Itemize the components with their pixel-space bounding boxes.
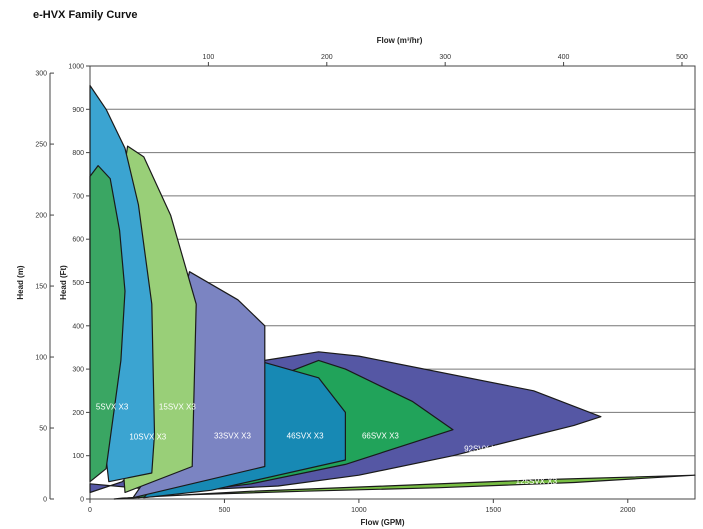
y-ft-tick-label: 600	[72, 237, 84, 244]
x2-tick-label: 200	[321, 54, 333, 61]
y-ft-tick-label: 800	[72, 150, 84, 157]
series-label: 66SVX X3	[362, 431, 399, 440]
x-tick-label: 0	[88, 507, 92, 514]
y-m-tick-label: 250	[35, 142, 47, 149]
y-ft-tick-label: 100	[72, 453, 84, 460]
y-ft-axis-label: Head (Ft)	[59, 265, 68, 300]
x-tick-label: 1000	[351, 507, 367, 514]
y-m-tick-label: 200	[35, 213, 47, 220]
series-label: 46SVX X3	[287, 431, 324, 440]
x-tick-label: 2000	[620, 507, 636, 514]
y-ft-tick-label: 400	[72, 323, 84, 330]
x2-tick-label: 100	[203, 54, 215, 61]
series-label: 5SVX X3	[96, 402, 129, 411]
y-m-tick-label: 0	[43, 497, 47, 504]
y-ft-tick-label: 0	[80, 497, 84, 504]
chart-title: e-HVX Family Curve	[33, 9, 138, 21]
y-ft-tick-label: 500	[72, 280, 84, 287]
y-m-tick-label: 150	[35, 284, 47, 291]
series-label: 92SVX X3	[464, 444, 501, 453]
series-area-5svx-x3	[89, 165, 126, 483]
x-tick-label: 500	[219, 507, 231, 514]
y-ft-tick-label: 700	[72, 193, 84, 200]
y-m-tick-label: 100	[35, 355, 47, 362]
y-m-axis-label: Head (m)	[16, 265, 25, 300]
series-label: 10SVX X3	[129, 433, 166, 442]
x-axis-label: Flow (GPM)	[361, 518, 405, 527]
x2-tick-label: 300	[439, 54, 451, 61]
y-ft-tick-label: 900	[72, 107, 84, 114]
x-tick-label: 1500	[486, 507, 502, 514]
x2-tick-label: 500	[676, 54, 688, 61]
series-label: 15SVX X3	[159, 402, 196, 411]
x2-tick-label: 400	[558, 54, 570, 61]
series-label: 125SVX X3	[516, 477, 558, 486]
y-m-tick-label: 300	[35, 71, 47, 78]
y-m-tick-label: 50	[39, 426, 47, 433]
y-ft-tick-label: 1000	[68, 64, 84, 71]
x2-axis-label: Flow (m³/hr)	[377, 36, 423, 45]
series-label: 33SVX X3	[214, 431, 251, 440]
y-ft-tick-label: 200	[72, 410, 84, 417]
y-ft-tick-label: 300	[72, 367, 84, 374]
